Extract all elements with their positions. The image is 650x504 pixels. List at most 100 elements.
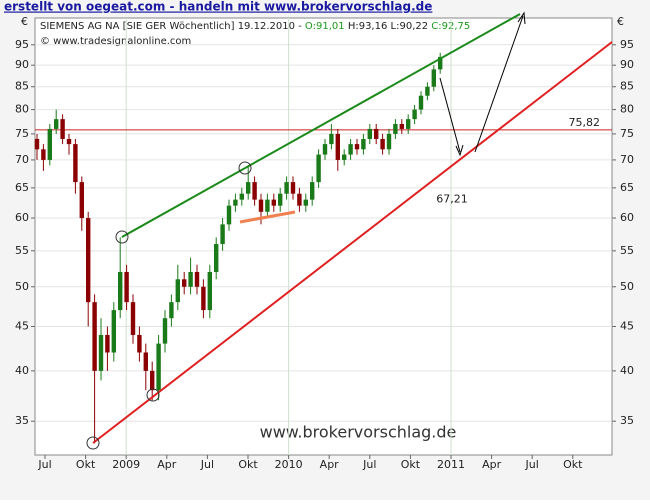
y-tick-label: 90 — [15, 58, 29, 71]
header: erstellt von oegeat.com - handeln mit ww… — [4, 0, 432, 14]
candle-body — [303, 199, 308, 206]
quote-high: H:93,16 — [348, 21, 388, 32]
candle-body — [252, 182, 257, 200]
candle-body — [342, 154, 347, 160]
candle-body — [271, 199, 276, 206]
y-tick-label: 40 — [15, 364, 29, 377]
y-tick-label-right: 40 — [620, 364, 634, 377]
x-tick-label: Jul — [37, 458, 51, 471]
arrow-head — [455, 144, 464, 157]
instrument-legend: SIEMENS AG NA [SIE GER Wöchentlich] 19.1… — [40, 21, 470, 32]
candle-body — [246, 182, 251, 194]
y-tick-label-right: 75 — [620, 127, 634, 140]
x-tick-label: Jul — [200, 458, 214, 471]
candle-body — [34, 138, 40, 150]
candle-body — [169, 302, 174, 319]
y-tick-label-right: 95 — [620, 38, 634, 51]
y-tick-label-right: 90 — [620, 58, 634, 71]
candle-body — [399, 123, 404, 129]
candle-body — [380, 138, 385, 150]
y-tick-label: 45 — [15, 319, 29, 332]
currency-right: € — [617, 15, 624, 28]
marker-circle — [238, 161, 252, 175]
y-tick-label: 55 — [15, 244, 29, 257]
level-label: 75,82 — [569, 116, 601, 129]
arrow — [439, 77, 461, 153]
candle-body — [175, 279, 180, 303]
candle-body — [335, 133, 340, 160]
y-tick-label-right: 65 — [620, 181, 634, 194]
y-tick-label-right: 45 — [620, 319, 634, 332]
x-tick-label: Okt — [238, 458, 258, 471]
candle-body — [194, 271, 200, 287]
candle-body — [239, 193, 244, 200]
x-tick-label: 2011 — [437, 458, 465, 471]
candle-body — [124, 271, 129, 303]
candle-body — [310, 182, 315, 200]
x-tick-label: Okt — [401, 458, 421, 471]
candle-body — [66, 138, 72, 145]
candle-body — [60, 119, 65, 139]
candle-body — [47, 128, 52, 160]
candle-body — [431, 69, 436, 87]
candle-body — [290, 182, 296, 194]
candle-body — [92, 302, 97, 371]
candle-body — [258, 199, 264, 212]
y-tick-label: 50 — [15, 280, 29, 293]
x-tick-label: 2010 — [275, 458, 303, 471]
candle-body — [220, 224, 225, 245]
x-tick-label: Okt — [76, 458, 96, 471]
y-tick-label-right: 50 — [620, 280, 634, 293]
candle-body — [162, 318, 168, 344]
quote-low: L:90,22 — [391, 21, 429, 32]
x-tick-label: Jul — [525, 458, 539, 471]
level-label: 67,21 — [436, 192, 468, 205]
marker-circle — [115, 230, 129, 244]
y-tick-label-right: 60 — [620, 211, 634, 224]
candle-body — [130, 302, 136, 335]
candle-body — [41, 149, 46, 160]
candle-body — [226, 205, 232, 225]
y-tick-label-right: 80 — [620, 103, 634, 116]
y-tick-label-right: 55 — [620, 244, 634, 257]
y-tick-label: 75 — [15, 127, 29, 140]
candle-body — [361, 138, 366, 150]
candle-body — [233, 199, 238, 206]
candle-body — [105, 334, 110, 353]
candle-body — [150, 370, 155, 391]
candle-body — [201, 286, 206, 311]
candle-body — [374, 128, 379, 139]
candle-body — [118, 271, 123, 311]
y-tick-label: 35 — [15, 414, 29, 427]
candle-body — [393, 123, 398, 134]
candle-body — [98, 334, 104, 371]
candle-body — [418, 95, 424, 110]
candle-body — [86, 218, 91, 303]
support-line — [239, 210, 296, 224]
y-tick-label: 95 — [15, 38, 29, 51]
y-tick-label: 80 — [15, 103, 29, 116]
y-tick-label: 70 — [15, 153, 29, 166]
instrument: SIEMENS AG NA [SIE GER Wöchentlich] 19.1… — [40, 21, 302, 32]
candle-body — [425, 86, 430, 96]
candle-body — [284, 182, 289, 194]
candle-body — [214, 244, 219, 272]
candle-body — [79, 182, 84, 219]
candle-body — [322, 144, 328, 155]
x-tick-label: Apr — [320, 458, 340, 471]
trend-line-lower — [92, 41, 613, 444]
annotations — [86, 11, 613, 450]
candle-body — [137, 334, 142, 353]
candle-body — [207, 271, 212, 311]
candle-body — [386, 133, 392, 150]
candle-body — [438, 56, 443, 70]
y-tick-label: 65 — [15, 181, 29, 194]
candle-body — [367, 128, 372, 139]
y-tick-label-right: 85 — [620, 80, 634, 93]
candle-body — [265, 199, 270, 212]
candle-body — [412, 109, 417, 120]
candle-body — [348, 144, 353, 155]
marker-circle — [86, 436, 100, 450]
x-tick-label: Okt — [563, 458, 583, 471]
